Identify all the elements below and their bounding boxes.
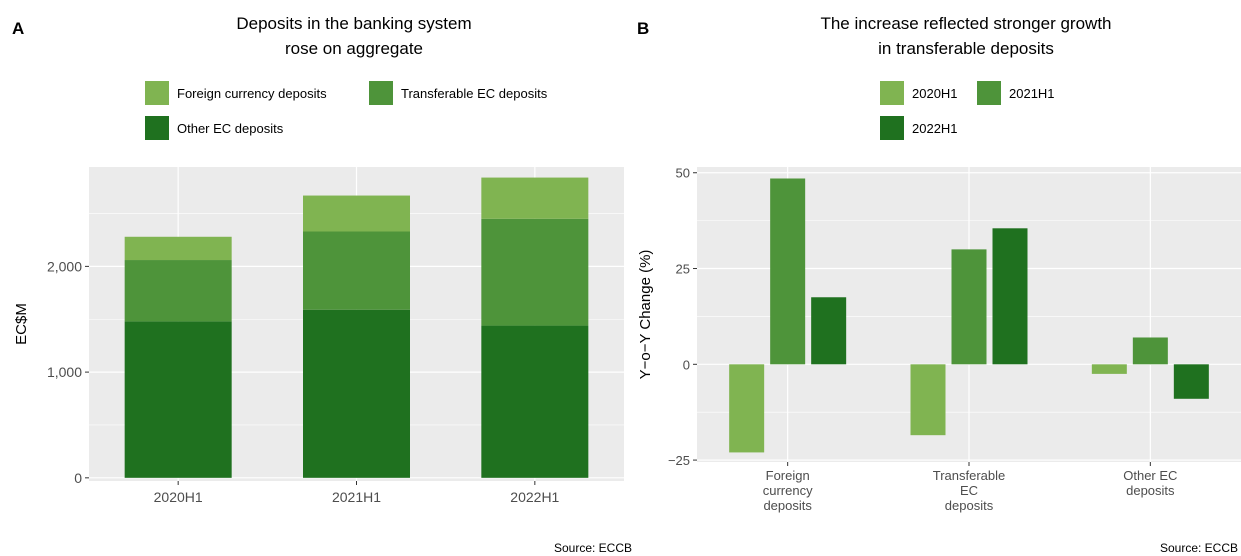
bar-segment: [124, 260, 232, 322]
bar: [811, 297, 847, 365]
panel-b-x-tick-label: Other EC: [1123, 468, 1177, 483]
legend-swatch: [145, 116, 169, 140]
bar: [1173, 364, 1209, 399]
panel-a-plot: 0 1,000 2,000 2020H1 2021H1 2022H1 EC$M: [13, 167, 624, 505]
panel-b-title-line2: in transferable deposits: [878, 39, 1054, 58]
bar-segment: [303, 231, 410, 310]
panel-b-x-tick-label: deposits: [763, 498, 812, 513]
panel-b-x-tick-label: currency: [763, 483, 813, 498]
bar-segment: [481, 177, 589, 219]
legend-label: Foreign currency deposits: [177, 86, 327, 101]
legend-swatch: [977, 81, 1001, 105]
bar: [770, 178, 806, 365]
legend-label: 2020H1: [912, 86, 958, 101]
legend-swatch: [145, 81, 169, 105]
bar: [951, 249, 987, 365]
panel-a-y-tick-label: 1,000: [47, 364, 82, 380]
bar: [1091, 364, 1127, 374]
legend-swatch: [369, 81, 393, 105]
legend-label: 2022H1: [912, 121, 958, 136]
panel-b-y-tick-label: 50: [676, 166, 690, 181]
bar-segment: [124, 321, 232, 478]
panel-a-letter: A: [12, 19, 24, 38]
panel-b-y-tick-label: 0: [683, 357, 690, 372]
panel-a-source: Source: ECCB: [554, 541, 632, 555]
panel-b-x-tick-label: Foreign: [766, 468, 810, 483]
panel-a-x-tick-label: 2022H1: [510, 489, 559, 505]
panel-a-title-line1: Deposits in the banking system: [236, 14, 471, 33]
bar-segment: [303, 309, 410, 478]
legend-label: Other EC deposits: [177, 121, 284, 136]
panel-b-x-tick-label: EC: [960, 483, 978, 498]
bar: [992, 228, 1028, 365]
legend-label: Transferable EC deposits: [401, 86, 548, 101]
bar: [1132, 337, 1168, 365]
bar: [729, 364, 765, 453]
bar-segment: [481, 218, 589, 326]
panel-b-x-tick-label: deposits: [1126, 483, 1175, 498]
panel-b-legend: 2020H1 2021H1 2022H1: [880, 81, 1055, 140]
legend-swatch: [880, 116, 904, 140]
panel-b-x-tick-label: Transferable: [933, 468, 1006, 483]
panel-a-title-line2: rose on aggregate: [285, 39, 423, 58]
panel-a-y-tick-label: 2,000: [47, 258, 82, 274]
panel-a-legend: Foreign currency deposits Transferable EC…: [145, 81, 548, 140]
panel-b-source: Source: ECCB: [1160, 541, 1238, 555]
panel-b-letter: B: [637, 19, 649, 38]
panel-b-y-axis-label: Y−o−Y Change (%): [637, 250, 654, 380]
panel-b-title-line1: The increase reflected stronger growth: [820, 14, 1111, 33]
panel-b-x-tick-label: deposits: [945, 498, 994, 513]
panel-b-y-tick-label: −25: [668, 453, 690, 468]
bar-segment: [481, 325, 589, 478]
legend-label: 2021H1: [1009, 86, 1055, 101]
panel-a-y-tick-label: 0: [74, 470, 82, 486]
panel-a-x-tick-label: 2020H1: [154, 489, 203, 505]
bar: [910, 364, 946, 436]
bar-segment: [303, 195, 410, 232]
bar-segment: [124, 236, 232, 261]
panel-b-plot: −2502550ForeigncurrencydepositsTransfera…: [637, 166, 1241, 513]
panel-a-y-axis-label: EC$M: [13, 303, 30, 345]
panel-b-y-tick-label: 25: [676, 262, 690, 277]
panel-a-x-tick-label: 2021H1: [332, 489, 381, 505]
legend-swatch: [880, 81, 904, 105]
